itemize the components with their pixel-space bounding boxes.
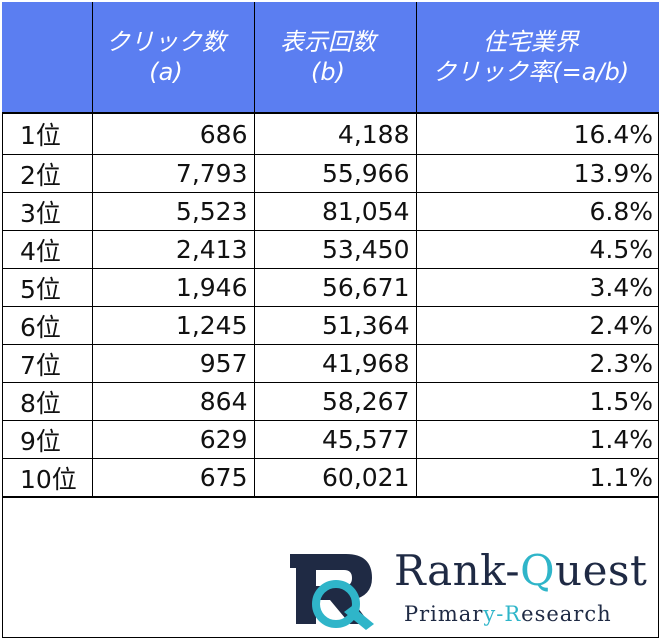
clicks-cell: 957 bbox=[92, 344, 255, 383]
ctr-cell: 3.4% bbox=[416, 268, 659, 307]
logo-name: Rank-Quest bbox=[394, 546, 648, 595]
rank-cell: 3位 bbox=[2, 192, 93, 231]
rank-cell: 10位 bbox=[2, 458, 93, 498]
logo-subtitle: Primary-Research bbox=[404, 602, 612, 626]
header-row: クリック数 (a) 表示回数 (b) 住宅業界 クリック率(=a/b) bbox=[2, 2, 659, 114]
table-row: 5位 1,946 56,671 3.4% bbox=[2, 268, 659, 307]
impressions-cell: 55,966 bbox=[254, 154, 417, 193]
clicks-cell: 5,523 bbox=[92, 192, 255, 231]
table-row: 10位 675 60,021 1.1% bbox=[2, 458, 659, 498]
clicks-cell: 1,946 bbox=[92, 268, 255, 307]
ctr-cell: 1.1% bbox=[416, 458, 659, 498]
ranking-table: クリック数 (a) 表示回数 (b) 住宅業界 クリック率(=a/b) 1位 6… bbox=[2, 2, 659, 498]
table-row: 2位 7,793 55,966 13.9% bbox=[2, 154, 659, 193]
ctr-cell: 16.4% bbox=[416, 113, 659, 155]
rank-cell: 4位 bbox=[2, 230, 93, 269]
rank-cell: 2位 bbox=[2, 154, 93, 193]
ctr-cell: 1.5% bbox=[416, 382, 659, 421]
ctr-cell: 1.4% bbox=[416, 420, 659, 459]
table-row: 7位 957 41,968 2.3% bbox=[2, 344, 659, 383]
table-row: 4位 2,413 53,450 4.5% bbox=[2, 230, 659, 269]
impressions-cell: 56,671 bbox=[254, 268, 417, 307]
impressions-cell: 53,450 bbox=[254, 230, 417, 269]
clicks-cell: 2,413 bbox=[92, 230, 255, 269]
clicks-cell: 686 bbox=[92, 113, 255, 155]
clicks-cell: 675 bbox=[92, 458, 255, 498]
table-row: 8位 864 58,267 1.5% bbox=[2, 382, 659, 421]
clicks-cell: 7,793 bbox=[92, 154, 255, 193]
impressions-cell: 4,188 bbox=[254, 113, 417, 155]
ctr-cell: 2.4% bbox=[416, 306, 659, 345]
ctr-cell: 6.8% bbox=[416, 192, 659, 231]
impressions-cell: 58,267 bbox=[254, 382, 417, 421]
rank-cell: 8位 bbox=[2, 382, 93, 421]
ctr-cell: 2.3% bbox=[416, 344, 659, 383]
ctr-cell: 13.9% bbox=[416, 154, 659, 193]
rank-cell: 5位 bbox=[2, 268, 93, 307]
impressions-cell: 60,021 bbox=[254, 458, 417, 498]
clicks-cell: 1,245 bbox=[92, 306, 255, 345]
impressions-cell: 81,054 bbox=[254, 192, 417, 231]
header-impressions: 表示回数 (b) bbox=[254, 2, 417, 114]
table-row: 9位 629 45,577 1.4% bbox=[2, 420, 659, 459]
table-row: 6位 1,245 51,364 2.4% bbox=[2, 306, 659, 345]
clicks-cell: 864 bbox=[92, 382, 255, 421]
rank-cell: 9位 bbox=[2, 420, 93, 459]
rank-cell: 7位 bbox=[2, 344, 93, 383]
header-clicks: クリック数 (a) bbox=[92, 2, 255, 114]
rank-cell: 6位 bbox=[2, 306, 93, 345]
rank-quest-logo: Rank-Quest Primary-Research bbox=[286, 544, 656, 634]
impressions-cell: 51,364 bbox=[254, 306, 417, 345]
impressions-cell: 41,968 bbox=[254, 344, 417, 383]
ctr-cell: 4.5% bbox=[416, 230, 659, 269]
clicks-cell: 629 bbox=[92, 420, 255, 459]
rank-cell: 1位 bbox=[2, 113, 93, 155]
table-row: 1位 686 4,188 16.4% bbox=[2, 113, 659, 155]
rq-logo-icon bbox=[290, 554, 374, 630]
table-row: 3位 5,523 81,054 6.8% bbox=[2, 192, 659, 231]
header-rank bbox=[2, 2, 93, 114]
impressions-cell: 45,577 bbox=[254, 420, 417, 459]
header-ctr: 住宅業界 クリック率(=a/b) bbox=[416, 2, 659, 114]
